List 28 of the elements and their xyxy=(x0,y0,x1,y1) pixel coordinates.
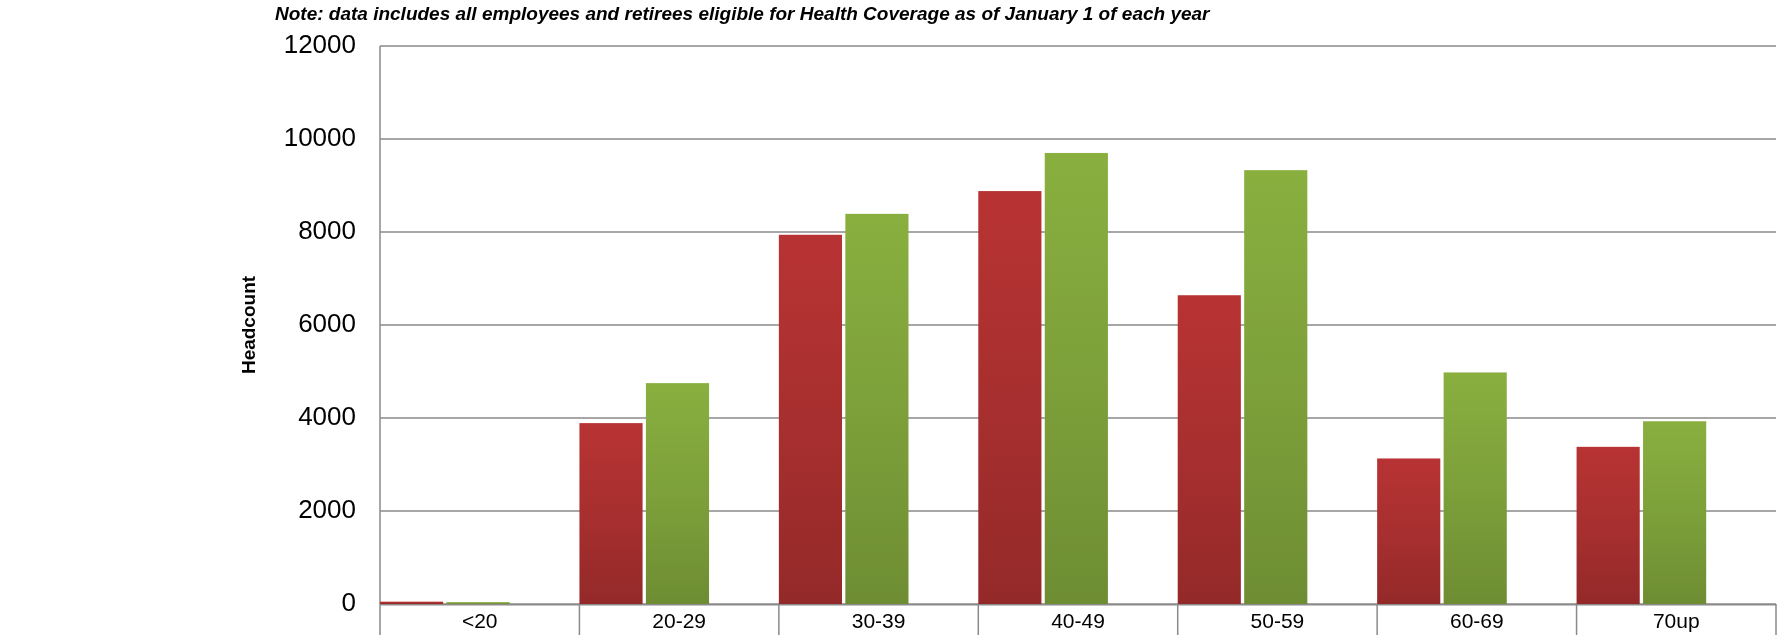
bar xyxy=(1044,152,1108,604)
bar xyxy=(845,213,909,604)
x-tick-label: 40-49 xyxy=(1051,608,1105,632)
y-tick-label: 12000 xyxy=(283,28,356,59)
bar xyxy=(778,234,843,604)
bar xyxy=(1643,421,1707,604)
x-tick-label: 70up xyxy=(1652,608,1700,632)
bar xyxy=(1576,446,1640,604)
bar xyxy=(579,423,643,604)
y-tick-label: 4000 xyxy=(298,400,356,431)
x-tick-label: 20-29 xyxy=(652,608,706,632)
y-tick-label: 10000 xyxy=(283,121,356,152)
bar xyxy=(645,383,710,604)
y-tick-label: 0 xyxy=(341,586,356,617)
bar xyxy=(1177,295,1241,604)
x-tick-label: 60-69 xyxy=(1450,608,1504,632)
y-axis-title: Headcount xyxy=(238,275,260,375)
bar xyxy=(1377,458,1441,604)
y-tick-label: 6000 xyxy=(298,307,356,338)
bar xyxy=(1443,372,1507,604)
x-tick-label: 30-39 xyxy=(851,608,906,632)
bar xyxy=(1244,170,1308,604)
x-tick-label: 50-59 xyxy=(1250,608,1305,632)
x-tick-label: <20 xyxy=(461,608,498,632)
bar xyxy=(978,191,1042,604)
y-tick-label: 2000 xyxy=(298,493,356,524)
y-tick-label: 8000 xyxy=(298,214,356,245)
text: Note: data includes all employees and retirees eligible for Health Coverage as of January 1 of each year xyxy=(275,3,1212,24)
